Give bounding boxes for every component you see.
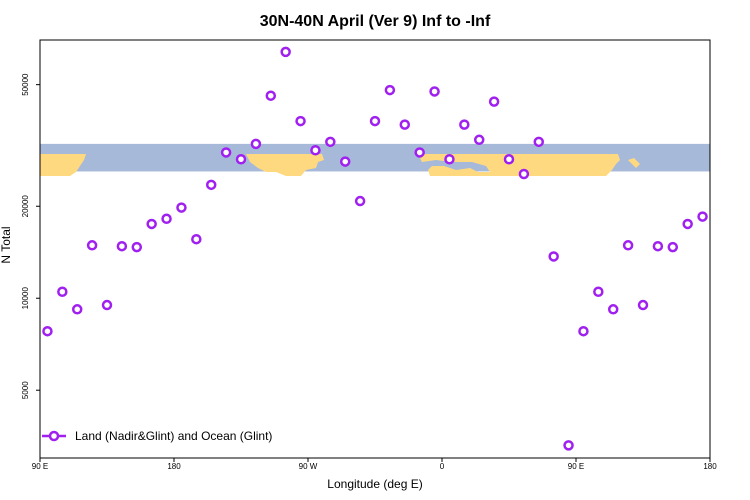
land-asia-left bbox=[40, 154, 86, 176]
x-tick-label: 90 W bbox=[299, 462, 318, 471]
data-point bbox=[578, 325, 589, 337]
y-axis: 5000 10000 20000 50000 bbox=[21, 73, 40, 399]
data-point bbox=[444, 153, 455, 165]
data-point bbox=[503, 153, 515, 165]
map-strip bbox=[40, 143, 710, 176]
data-point bbox=[622, 240, 634, 251]
data-point bbox=[57, 286, 68, 298]
data-point bbox=[354, 195, 366, 207]
data-point bbox=[593, 286, 604, 298]
legend-label: Land (Nadir&Glint) and Ocean (Glint) bbox=[75, 429, 272, 443]
y-tick-label: 20000 bbox=[21, 195, 30, 218]
data-point bbox=[459, 119, 470, 130]
data-point bbox=[131, 241, 143, 253]
data-point bbox=[563, 440, 574, 451]
data-point bbox=[429, 86, 440, 97]
x-tick-label: 90 E bbox=[32, 462, 48, 471]
data-point bbox=[339, 156, 351, 167]
data-point bbox=[265, 90, 277, 101]
land-north-america bbox=[246, 154, 324, 176]
x-tick-label: 0 bbox=[440, 462, 445, 471]
data-point bbox=[310, 144, 321, 156]
land-japan bbox=[628, 158, 640, 168]
data-point bbox=[295, 115, 306, 127]
data-point bbox=[161, 213, 172, 225]
land-eurasia bbox=[416, 154, 620, 176]
data-points bbox=[42, 46, 708, 451]
data-point bbox=[548, 251, 559, 262]
data-point bbox=[101, 299, 113, 311]
data-point bbox=[42, 325, 53, 337]
data-point bbox=[369, 115, 381, 127]
data-point bbox=[533, 136, 545, 148]
data-point bbox=[384, 84, 396, 96]
data-point bbox=[414, 147, 425, 158]
map-land-shapes bbox=[40, 154, 640, 176]
y-tick-label: 10000 bbox=[21, 287, 30, 310]
data-point bbox=[280, 46, 291, 58]
plot-frame bbox=[39, 39, 711, 459]
data-point bbox=[205, 179, 217, 191]
data-point bbox=[697, 211, 708, 222]
x-axis: 90 E 180 90 W 0 90 E 180 bbox=[32, 458, 717, 471]
data-point bbox=[607, 304, 619, 315]
data-point bbox=[176, 202, 187, 213]
data-point bbox=[146, 218, 157, 230]
data-point bbox=[473, 134, 485, 146]
legend: Land (Nadir&Glint) and Ocean (Glint) bbox=[42, 429, 272, 443]
data-point bbox=[325, 136, 336, 148]
y-tick-label: 50000 bbox=[21, 73, 30, 96]
data-point bbox=[637, 299, 649, 311]
data-point bbox=[191, 233, 202, 245]
y-tick-label: 5000 bbox=[21, 381, 30, 399]
x-tick-label: 180 bbox=[167, 462, 181, 471]
legend-marker bbox=[48, 430, 60, 442]
chart-title: 30N-40N April (Ver 9) Inf to -Inf bbox=[260, 13, 491, 30]
data-point bbox=[235, 153, 247, 165]
data-point bbox=[488, 96, 500, 107]
x-tick-label: 180 bbox=[703, 462, 717, 471]
x-tick-label: 90 E bbox=[568, 462, 584, 471]
data-point bbox=[667, 241, 679, 253]
data-point bbox=[250, 138, 262, 150]
data-point bbox=[71, 304, 83, 315]
x-axis-label: Longitude (deg E) bbox=[327, 477, 422, 491]
data-point bbox=[652, 240, 664, 252]
data-point bbox=[220, 147, 232, 158]
data-point bbox=[518, 168, 530, 180]
data-point bbox=[86, 240, 98, 251]
data-point bbox=[399, 119, 411, 130]
data-point bbox=[116, 240, 128, 252]
y-axis-label: N Total bbox=[0, 226, 13, 263]
data-point bbox=[682, 218, 693, 230]
